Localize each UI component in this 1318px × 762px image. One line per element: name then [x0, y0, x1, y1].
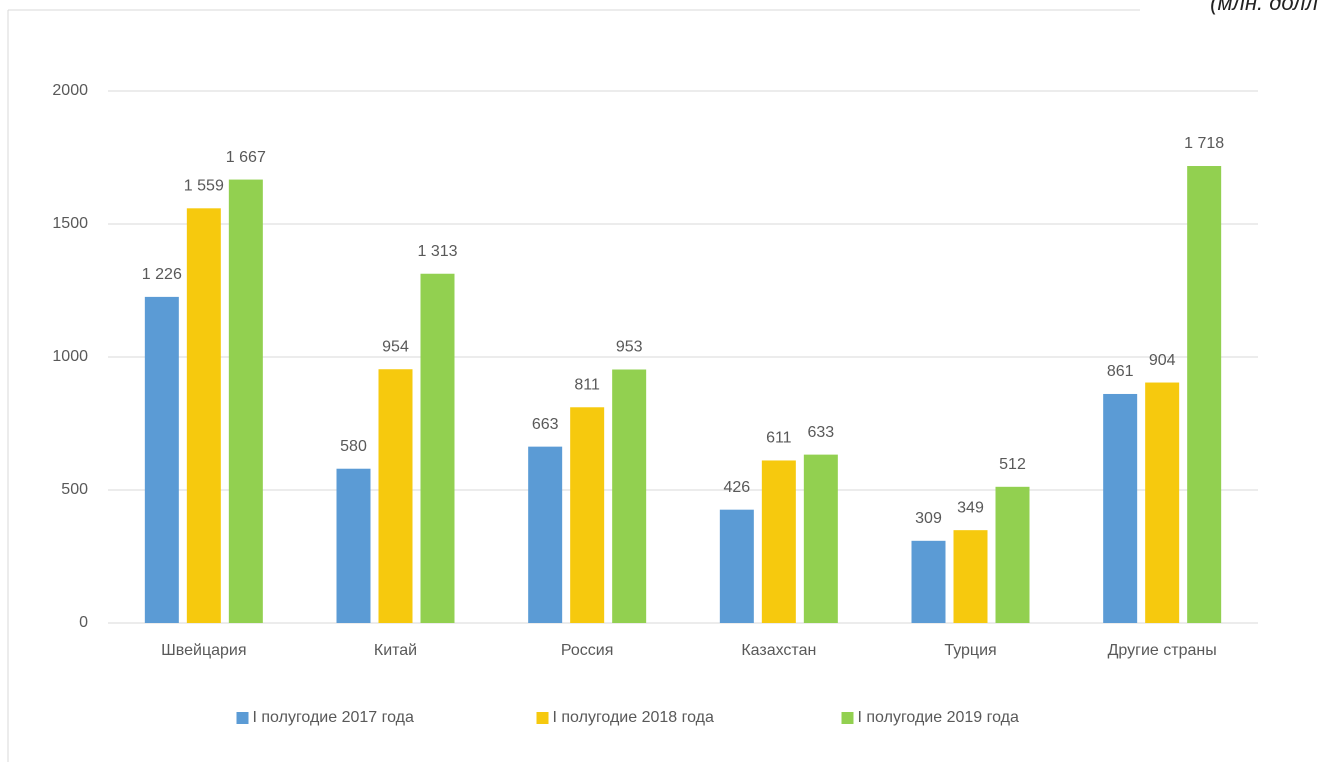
bar — [995, 486, 1030, 623]
bar — [228, 179, 263, 623]
bar — [378, 369, 413, 623]
y-tick-label: 500 — [61, 481, 88, 498]
bar — [911, 540, 946, 623]
bar — [528, 446, 563, 623]
y-tick-label: 1500 — [52, 215, 88, 232]
value-label: 426 — [723, 479, 750, 496]
value-label: 811 — [574, 376, 600, 393]
value-label: 1 559 — [184, 178, 224, 195]
value-label: 1 718 — [1184, 135, 1224, 152]
bar — [719, 509, 754, 623]
bar — [1103, 393, 1138, 623]
value-label: 953 — [616, 339, 643, 356]
value-label: 512 — [999, 456, 1026, 473]
x-tick-label: Россия — [561, 642, 613, 659]
bar — [144, 296, 179, 623]
value-label: 1 226 — [142, 266, 182, 283]
bar — [420, 273, 455, 623]
bar — [803, 454, 838, 623]
value-label: 1 313 — [417, 243, 457, 260]
value-label: 580 — [340, 438, 367, 455]
x-tick-label: Турция — [944, 642, 996, 659]
value-label: 309 — [915, 510, 942, 527]
value-label: 904 — [1149, 352, 1176, 369]
legend-swatch — [236, 712, 249, 724]
bar — [1187, 166, 1222, 623]
unit-note: (млн. долл — [1210, 0, 1318, 15]
value-label: 861 — [1107, 363, 1134, 380]
value-label: 633 — [807, 424, 834, 441]
y-tick-label: 0 — [79, 614, 88, 631]
value-label: 663 — [532, 416, 559, 433]
bar — [336, 468, 371, 623]
legend-label: I полугодие 2019 года — [858, 709, 1019, 726]
bar — [570, 407, 605, 623]
value-label: 349 — [957, 499, 984, 516]
x-tick-label: Другие страны — [1108, 642, 1217, 659]
bar — [1145, 382, 1180, 623]
x-tick-label: Казахстан — [741, 642, 816, 659]
legend-label: I полугодие 2018 года — [553, 709, 714, 726]
x-tick-label: Швейцария — [161, 642, 246, 659]
legend-label: I полугодие 2017 года — [253, 709, 414, 726]
bar — [186, 208, 221, 623]
x-tick-label: Китай — [374, 642, 417, 659]
legend-swatch — [536, 712, 549, 724]
value-label: 1 667 — [226, 149, 266, 166]
y-tick-label: 2000 — [52, 82, 88, 99]
bar — [953, 530, 988, 623]
legend-swatch — [841, 712, 854, 724]
bar — [612, 369, 647, 623]
y-tick-label: 1000 — [52, 348, 88, 365]
value-label: 954 — [382, 338, 409, 355]
value-label: 611 — [766, 430, 792, 447]
bar — [761, 460, 796, 623]
